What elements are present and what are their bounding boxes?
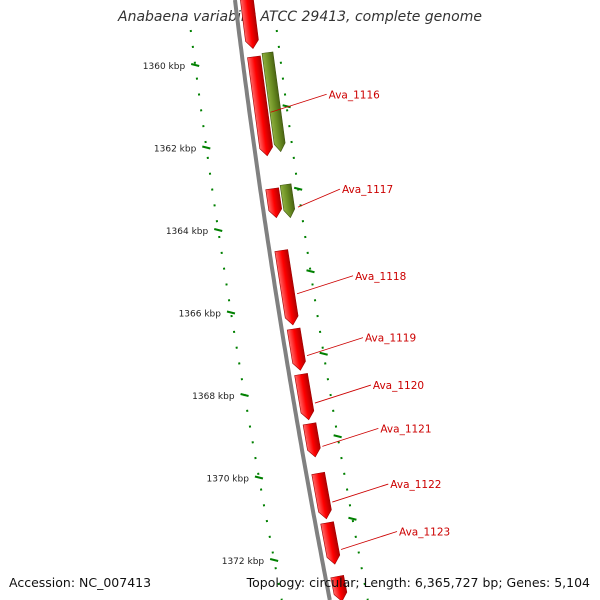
gene-labels: Ava_1116 Ava_1117 Ava_1118 Ava_1119 Ava_1120… [270, 89, 450, 550]
cds-arrow[interactable] [240, 0, 259, 49]
gene-shape [279, 183, 296, 219]
gene-label[interactable]: Ava_1123 [399, 527, 450, 539]
gene-leader-line [332, 483, 389, 503]
gene-shape [320, 521, 341, 565]
gene-label[interactable]: Ava_1118 [355, 271, 406, 283]
cds-arrow[interactable] [247, 55, 273, 157]
gene-label[interactable]: Ava_1119 [365, 333, 416, 345]
scale-label: 1372 kbp [222, 557, 265, 567]
gene-label[interactable]: Ava_1117 [342, 184, 393, 196]
scale-tick-minor [319, 351, 328, 356]
scale-tick [202, 145, 211, 150]
left-dotted-guide [189, 29, 283, 600]
dotted-guides [189, 29, 369, 600]
scale-tick-minor [333, 434, 342, 439]
scale-tick-minor [306, 269, 315, 274]
scale-tick [254, 475, 264, 480]
scale-label: 1362 kbp [154, 145, 197, 155]
backbone-line [233, 0, 332, 600]
scale-label: 1360 kbp [143, 62, 186, 72]
scale-tick [240, 393, 249, 397]
gene-leader-line [270, 93, 327, 113]
scale-tick [190, 63, 200, 67]
gene-label[interactable]: Ava_1121 [380, 423, 431, 435]
accession-text: Accession: NC_007413 [9, 575, 152, 590]
right-dotted-guide [275, 29, 369, 600]
gene-shape [311, 471, 332, 520]
gene-shape [330, 574, 348, 600]
scale-tick-minor [293, 186, 303, 191]
gene-shape [247, 55, 273, 157]
gene-label[interactable]: Ava_1122 [390, 479, 441, 491]
cds-arrow[interactable] [320, 521, 342, 566]
gene-product-arrow[interactable] [261, 51, 286, 153]
gene-leader-line [306, 337, 364, 357]
genome-backbone [233, 0, 332, 600]
scale-label: 1370 kbp [207, 475, 250, 485]
gene-shape [274, 249, 299, 326]
gene-label[interactable]: Ava_1116 [329, 89, 381, 101]
gene-shape [286, 327, 306, 371]
scale-label: 1366 kbp [179, 310, 222, 320]
scale-tick-minor [348, 516, 357, 521]
cds-arrow[interactable] [330, 574, 349, 600]
cds-arrow[interactable] [311, 471, 333, 520]
gene-product-arrow[interactable] [279, 183, 296, 219]
gene-shape [302, 422, 321, 458]
gene-shape [265, 187, 282, 219]
gene-shape [294, 372, 315, 421]
cds-arrow[interactable] [265, 187, 283, 219]
scale-axis: 1360 kbp 1362 kbp 1364 kbp 1366 kbp 1368 kbp… [143, 62, 357, 567]
scale-tick-minor [282, 104, 291, 109]
cds-arrow[interactable] [294, 372, 316, 421]
map-title: Anabaena variabilis ATCC 29413, complete… [118, 9, 482, 25]
scale-tick [213, 228, 223, 232]
cds-arrow[interactable] [274, 249, 299, 326]
gene-leader-line [296, 275, 354, 295]
gene-shape [240, 0, 259, 49]
genome-summary-text: Topology: circular; Length: 6,365,727 bp… [246, 575, 590, 590]
gene-leader-line [340, 531, 398, 550]
gene-leader-line [322, 427, 379, 447]
cds-arrow[interactable] [286, 327, 307, 371]
gene-leader-line [314, 384, 372, 404]
gene-shape [261, 51, 286, 153]
gene-leader-line [297, 188, 341, 208]
scale-tick [226, 310, 236, 315]
gene-label[interactable]: Ava_1120 [373, 380, 424, 392]
gene-features[interactable] [240, 0, 348, 600]
scale-label: 1368 kbp [192, 392, 235, 402]
scale-label: 1364 kbp [166, 227, 209, 237]
cds-arrow[interactable] [302, 422, 322, 458]
scale-tick [269, 558, 279, 562]
